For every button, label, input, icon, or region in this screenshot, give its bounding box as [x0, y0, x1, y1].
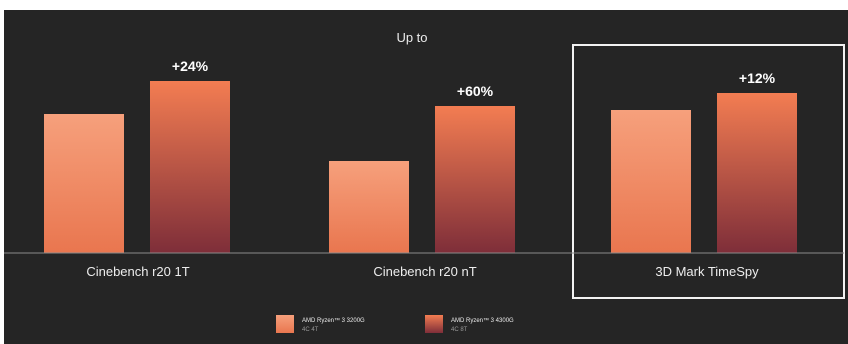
- bar-1-1: [44, 114, 124, 253]
- highlight-box: [572, 44, 845, 299]
- data-label-2: +60%: [457, 83, 494, 99]
- chart-title: Up to: [396, 30, 427, 45]
- chart-panel: [4, 10, 848, 344]
- legend-sublabel-1: 4C 4T: [302, 327, 319, 333]
- legend: AMD Ryzen™ 3 3200G 4C 4T AMD Ryzen™ 3 4300…: [276, 315, 514, 333]
- bar-2-1: [150, 81, 230, 253]
- legend-swatch-2: [425, 315, 443, 333]
- bars-group: +24% +60% +12%: [44, 58, 797, 253]
- bar-1-2: [329, 161, 409, 253]
- category-label-1: Cinebench r20 1T: [86, 264, 189, 279]
- bar-1-3: [611, 110, 691, 253]
- data-label-3: +12%: [739, 70, 776, 86]
- bar-2-2: [435, 106, 515, 253]
- legend-sublabel-2: 4C 8T: [451, 327, 468, 333]
- category-labels: Cinebench r20 1T Cinebench r20 nT 3D Mark …: [86, 264, 759, 279]
- legend-label-1: AMD Ryzen™ 3 3200G: [302, 317, 365, 324]
- category-label-3: 3D Mark TimeSpy: [655, 264, 759, 279]
- legend-swatch-1: [276, 315, 294, 333]
- category-label-2: Cinebench r20 nT: [373, 264, 476, 279]
- data-label-1: +24%: [172, 58, 209, 74]
- bar-2-3: [717, 93, 797, 253]
- legend-label-2: AMD Ryzen™ 3 4300G: [451, 317, 514, 324]
